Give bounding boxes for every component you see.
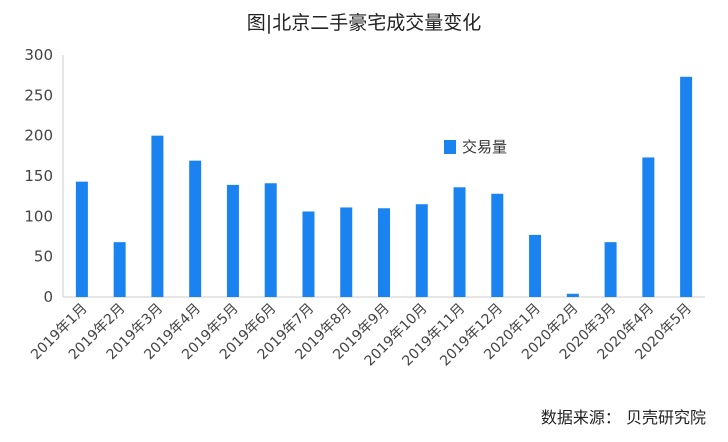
source-note: 数据来源： 贝壳研究院 [540,408,706,427]
y-tick-label: 100 [24,207,53,225]
bar [453,187,466,297]
chart-title: 图|北京二手豪宅成交量变化 [247,12,481,34]
bar [415,204,428,297]
bar [680,76,693,297]
bars [75,76,693,297]
bar [151,135,164,297]
bar [75,181,88,297]
y-tick-labels: 0 50 100 150 200 250 300 [24,46,53,306]
bar [340,207,353,297]
bar [529,234,542,297]
bar [189,160,202,297]
y-tick-label: 200 [24,127,53,145]
bar [491,193,504,297]
x-tick-labels: 2019年1月2019年2月2019年3月2019年4月2019年5月2019年… [28,301,695,370]
y-tick-label: 0 [43,288,53,306]
bar [378,208,390,297]
bar [642,157,655,297]
bar [264,183,277,297]
bar [566,293,579,297]
y-tick-label: 300 [24,46,53,64]
y-tick-label: 250 [24,86,53,104]
y-tick-label: 150 [24,167,53,185]
legend-label: 交易量 [462,138,507,156]
bar [604,242,617,297]
y-tick-label: 50 [34,248,53,266]
bar [226,184,239,297]
legend: 交易量 [444,138,507,156]
bar [302,211,315,297]
bar [113,242,126,297]
legend-swatch [444,140,456,154]
